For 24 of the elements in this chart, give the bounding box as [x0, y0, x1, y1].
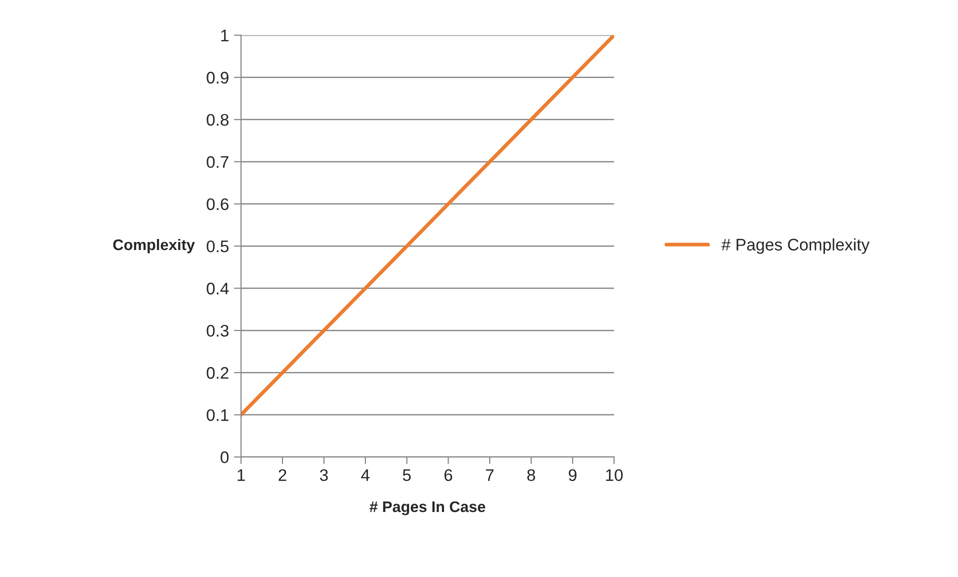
x-tick-label: 7 [486, 469, 494, 481]
x-tick-label: 4 [361, 469, 370, 481]
legend-label: # Pages Complexity [721, 238, 870, 254]
x-tick-label: 5 [402, 469, 411, 482]
x-tick-label: 2 [278, 469, 286, 481]
y-axis-title: Complexity [113, 238, 195, 254]
y-tick-label: 0.7 [206, 156, 228, 168]
x-tick-label: 8 [527, 469, 536, 482]
x-tick-label: 1 [238, 469, 245, 481]
y-tick-label: 0.6 [206, 198, 228, 210]
y-tick-label: 0.3 [206, 324, 228, 337]
x-axis-title: # Pages In Case [370, 501, 486, 516]
x-tick-label: 9 [568, 469, 576, 482]
y-tick-label: 0.8 [206, 114, 229, 126]
x-tick-label: 10 [606, 469, 623, 482]
y-tick-label: 1 [221, 30, 228, 42]
y-tick-label: 0.2 [206, 367, 228, 379]
y-tick-label: 0.9 [206, 72, 228, 84]
y-tick-label: 0 [220, 451, 229, 464]
x-tick-label: 3 [320, 469, 328, 482]
y-tick-label: 0.1 [206, 409, 228, 422]
y-tick-label: 0.4 [206, 282, 229, 294]
y-tick-label: 0.5 [206, 240, 229, 252]
x-tick-label: 6 [444, 469, 452, 482]
